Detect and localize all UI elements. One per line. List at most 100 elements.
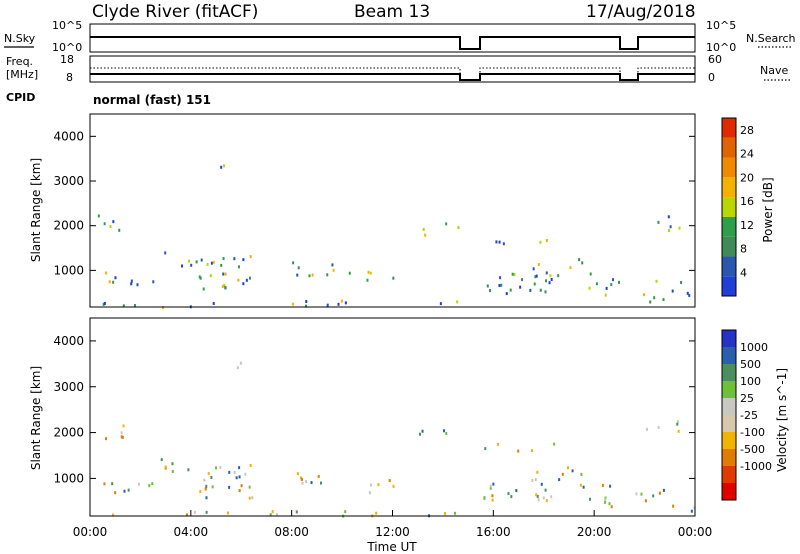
scatter-cell	[489, 289, 492, 293]
scatter-cell	[535, 493, 538, 497]
scatter-cell	[239, 361, 242, 365]
scatter-cell	[515, 489, 518, 493]
scatter-cell	[228, 470, 231, 474]
scatter-cell	[199, 490, 202, 494]
scatter-cell	[311, 273, 314, 277]
scatter-cell	[500, 283, 503, 287]
scatter-cell	[152, 280, 155, 284]
scatter-cell	[348, 271, 351, 275]
x-tick-label: 12:00	[375, 525, 410, 539]
scatter-cell	[200, 258, 203, 262]
scatter-cell	[537, 498, 540, 502]
scatter-cell	[248, 276, 251, 280]
scatter-cell	[513, 272, 516, 276]
scatter-cell	[453, 511, 456, 515]
freq-frame	[89, 55, 696, 83]
scatter-cell	[545, 499, 548, 503]
scatter-cell	[643, 293, 646, 297]
velocity-colorbar-tick: -1000	[740, 460, 772, 473]
scatter-cell	[366, 278, 369, 282]
velocity-colorbar-swatch	[722, 449, 736, 466]
scatter-cell	[533, 282, 536, 286]
scatter-cell	[103, 301, 106, 305]
scatter-cell	[109, 225, 112, 229]
scatter-cell	[103, 482, 106, 486]
scatter-cell	[588, 286, 591, 290]
scatter-cell	[419, 432, 422, 436]
scatter-cell	[304, 304, 307, 308]
scatter-cell	[444, 512, 447, 516]
scatter-cell	[690, 509, 693, 513]
scatter-cell	[509, 288, 512, 292]
velocity-colorbar-swatch	[722, 432, 736, 449]
power-colorbar-swatch	[722, 256, 736, 277]
scatter-cell	[511, 272, 514, 276]
power-colorbar-tick: 16	[740, 195, 754, 208]
scatter-cell	[317, 474, 320, 478]
scatter-cell	[235, 476, 238, 480]
velocity-ylabel: Slant Range [km]	[29, 366, 43, 470]
scatter-cell	[236, 366, 239, 370]
scatter-cell	[130, 282, 133, 286]
scatter-cell	[295, 510, 298, 514]
scatter-cell	[657, 425, 660, 429]
power-panel: 1000 2000 3000 4000 Slant Range [km] 4 8 12 16…	[29, 113, 775, 310]
scatter-cell	[445, 222, 448, 226]
scatter-cell	[392, 276, 395, 280]
y-tick-label: 3000	[53, 380, 84, 394]
scatter-cell	[238, 466, 241, 470]
scatter-cell	[566, 466, 569, 470]
scatter-cell	[375, 511, 378, 515]
velocity-panel: 1000 2000 3000 4000 Slant Range [km] 1000 50…	[29, 317, 789, 554]
scatter-cell	[608, 502, 611, 506]
x-tick-label: 16:00	[476, 525, 511, 539]
scatter-cell	[534, 275, 537, 279]
velocity-colorbar-swatch	[722, 330, 736, 347]
scatter-cell	[296, 472, 299, 476]
nave-tick-bottom: 0	[708, 71, 715, 84]
velocity-colorbar-tick: 100	[740, 375, 761, 388]
scatter-cell	[220, 263, 223, 267]
scatter-cell	[127, 488, 130, 492]
scatter-cell	[498, 240, 501, 244]
scatter-cell	[251, 496, 254, 500]
power-colorbar-frame	[721, 117, 737, 297]
scatter-cell	[484, 447, 487, 451]
scatter-cell	[181, 264, 184, 268]
scatter-cell	[228, 485, 231, 489]
scatter-cell	[238, 475, 241, 479]
scatter-cell	[531, 478, 534, 482]
scatter-cell	[300, 477, 303, 481]
scatter-cell	[680, 280, 683, 284]
scatter-cell	[212, 260, 215, 264]
scatter-cell	[296, 273, 299, 277]
scatter-cell	[553, 442, 556, 446]
scatter-cell	[669, 225, 672, 229]
y-tick-label: 4000	[53, 334, 84, 348]
scatter-cell	[114, 491, 117, 495]
scatter-cell	[198, 275, 201, 279]
scatter-cell	[558, 478, 561, 482]
scatter-cell	[112, 280, 115, 284]
scatter-cell	[662, 298, 665, 302]
scatter-cell	[497, 442, 500, 446]
scatter-cell	[227, 511, 230, 515]
freq-tick-bottom: 8	[66, 71, 73, 84]
scatter-cell	[595, 282, 598, 286]
scatter-cell	[521, 278, 524, 282]
scatter-cell	[102, 302, 105, 306]
scatter-cell	[635, 492, 638, 496]
scatter-cell	[495, 240, 498, 244]
velocity-y-ticks: 1000 2000 3000 4000	[53, 334, 695, 485]
scatter-cell	[486, 284, 489, 288]
power-colorbar-swatch	[722, 157, 736, 178]
scatter-cell	[301, 481, 304, 485]
power-colorbar-swatch	[722, 216, 736, 237]
scatter-cell	[489, 486, 492, 490]
scatter-cell	[112, 513, 115, 517]
date-title: 17/Aug/2018	[586, 2, 696, 22]
scatter-cell	[171, 469, 174, 473]
scatter-cell	[579, 483, 582, 487]
scatter-cell	[589, 272, 592, 276]
scatter-cell	[686, 291, 689, 295]
